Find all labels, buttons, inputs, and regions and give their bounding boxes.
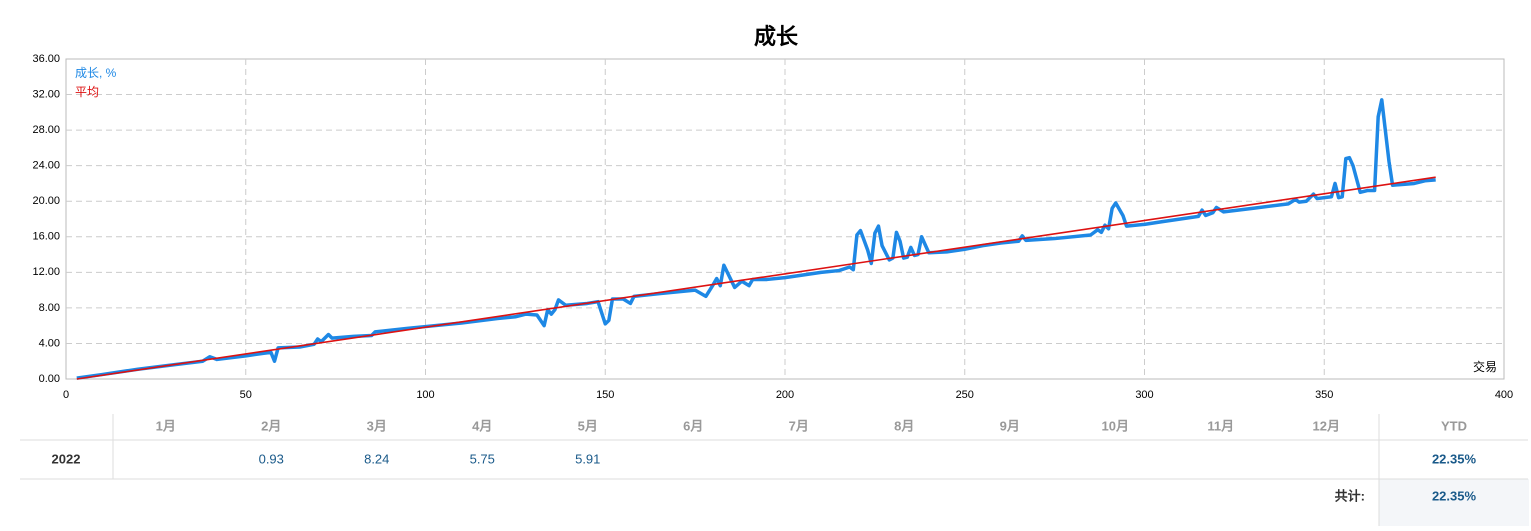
table-header: 5月 [578, 418, 598, 433]
x-tick-label: 0 [63, 389, 69, 401]
x-tick-label: 100 [416, 389, 434, 401]
table-header: 6月 [683, 418, 703, 433]
ytd-total-bg [1379, 479, 1529, 526]
table-header: 8月 [894, 418, 914, 433]
x-axis-label: 交易 [1473, 359, 1497, 374]
table-header: 2月 [261, 418, 281, 433]
y-tick-label: 16.00 [32, 231, 60, 243]
y-tick-label: 36.00 [32, 53, 60, 65]
table-header: 1月 [156, 418, 176, 433]
table-header: YTD [1441, 418, 1467, 433]
table-cell: 22.35% [1432, 451, 1477, 466]
y-tick-label: 24.00 [32, 160, 60, 172]
table-header: 11月 [1207, 418, 1234, 433]
table-header: 10月 [1102, 418, 1129, 433]
y-tick-label: 0.00 [39, 373, 60, 385]
y-tick-label: 20.00 [32, 195, 60, 207]
table-header: 4月 [472, 418, 492, 433]
x-tick-label: 150 [596, 389, 614, 401]
row-year: 2022 [52, 451, 81, 466]
total-value: 22.35% [1432, 488, 1477, 503]
x-tick-label: 400 [1495, 389, 1513, 401]
y-tick-label: 32.00 [32, 88, 60, 100]
legend-entry: 成长, % [75, 66, 117, 80]
series-line [76, 98, 1436, 380]
series-line [76, 176, 1436, 380]
chart-title: 成长 [754, 24, 799, 49]
table-cell: 5.75 [470, 451, 495, 466]
table-cell: 5.91 [575, 451, 600, 466]
y-tick-label: 8.00 [39, 302, 60, 314]
table-header: 7月 [789, 418, 809, 433]
x-tick-label: 200 [776, 389, 794, 401]
table-header: 9月 [1000, 418, 1020, 433]
x-tick-label: 350 [1315, 389, 1333, 401]
x-tick-label: 50 [240, 389, 252, 401]
legend-entry: 平均 [75, 85, 99, 99]
x-tick-label: 250 [956, 389, 974, 401]
y-tick-label: 28.00 [32, 124, 60, 136]
y-tick-label: 12.00 [32, 266, 60, 278]
table-cell: 0.93 [259, 451, 284, 466]
total-label: 共计: [1335, 488, 1365, 503]
x-tick-label: 300 [1135, 389, 1153, 401]
table-cell: 8.24 [364, 451, 389, 466]
y-tick-label: 4.00 [39, 337, 60, 349]
table-header: 3月 [367, 418, 387, 433]
table-header: 12月 [1313, 418, 1340, 433]
